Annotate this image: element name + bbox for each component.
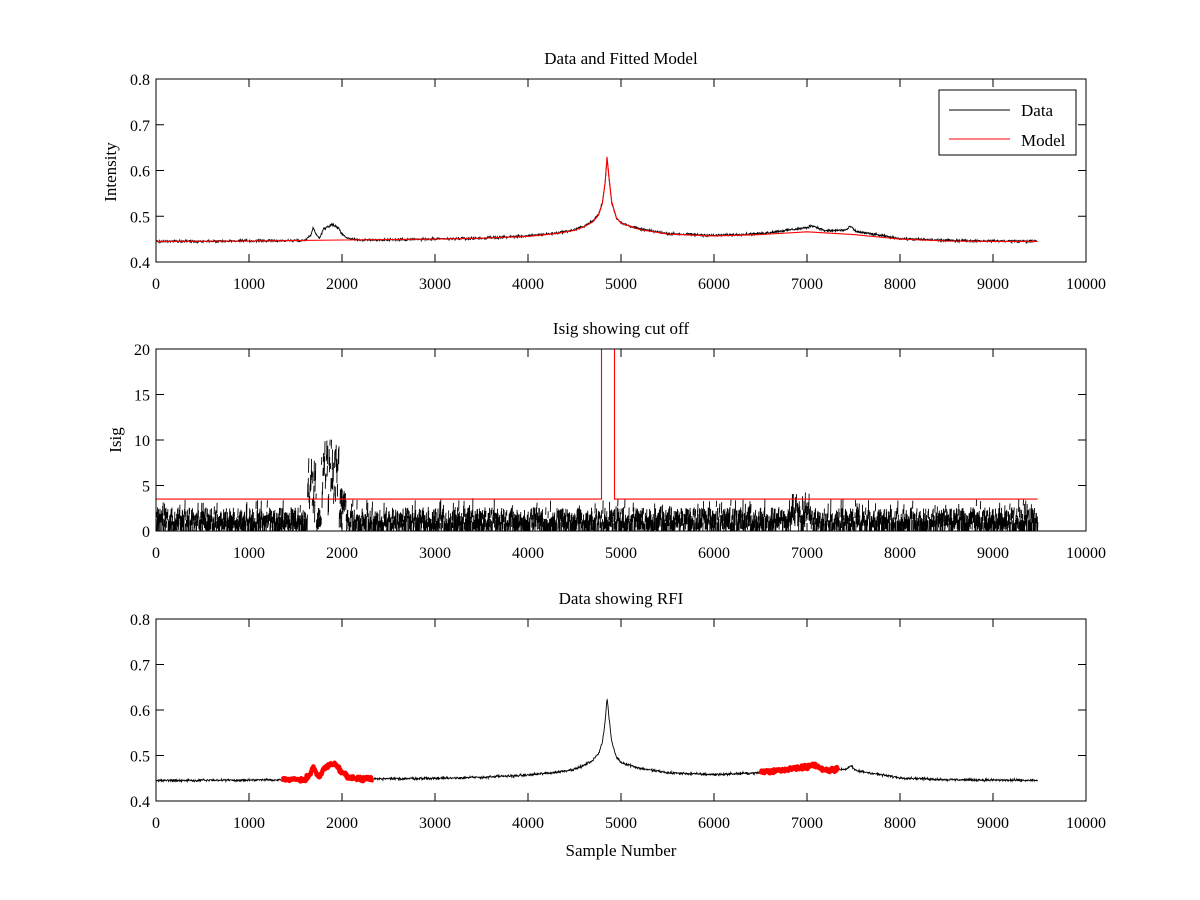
panel-3-xlabel: Sample Number <box>566 841 677 860</box>
panel-1-plot: 0 1000 2000 3000 4000 5000 6000 7000 8000 9000 100… <box>130 72 1106 293</box>
x-tick-label: 7000 <box>791 815 823 832</box>
plot-area <box>156 698 1038 784</box>
y-tick-label: 10 <box>134 433 150 450</box>
y-tick-label: 0.5 <box>130 749 150 766</box>
x-tick-label: 2000 <box>326 545 358 562</box>
x-tick-label: 10000 <box>1066 545 1106 562</box>
x-tick-label: 8000 <box>884 276 916 293</box>
x-tick-label: 2000 <box>326 815 358 832</box>
y-tick-label: 0.6 <box>130 164 150 181</box>
panel-isig-showing-cut-off: Isig showing cut off Isig 0 1000 2000 3000 4… <box>106 319 1106 562</box>
plot-area <box>156 156 1038 245</box>
series-rfi-region-2 <box>758 761 841 776</box>
x-tick-label: 0 <box>152 545 160 562</box>
y-tick-label: 0.5 <box>130 209 150 226</box>
legend: Data Model <box>938 89 1077 156</box>
panel-2-ylabel: Isig <box>106 427 125 453</box>
panel-3-title: Data showing RFI <box>559 589 684 608</box>
x-tick-label: 7000 <box>791 545 823 562</box>
x-tick-label: 9000 <box>977 545 1009 562</box>
series-rfi-region-1 <box>279 760 375 784</box>
x-tick-label: 7000 <box>791 276 823 293</box>
legend-label-model: Model <box>1021 131 1066 150</box>
x-tick-label: 6000 <box>698 545 730 562</box>
y-tick-label: 0.4 <box>130 255 150 272</box>
y-tick-label: 0.8 <box>130 72 150 89</box>
x-tick-label: 3000 <box>419 815 451 832</box>
x-tick-label: 9000 <box>977 815 1009 832</box>
x-tick-label: 6000 <box>698 276 730 293</box>
x-tick-label: 8000 <box>884 545 916 562</box>
y-tick-label: 0.6 <box>130 703 150 720</box>
y-tick-label: 0 <box>142 524 150 541</box>
panel-3-plot: 0 1000 2000 3000 4000 5000 6000 7000 8000 9000 100… <box>130 612 1106 832</box>
x-tick-label: 10000 <box>1066 815 1106 832</box>
panel-data-showing-rfi: Data showing RFI Sample Number 0 1000 2000… <box>130 589 1106 860</box>
panel-data-and-fitted-model: Data and Fitted Model Intensity 0 1000 200… <box>101 49 1106 293</box>
legend-box <box>938 89 1077 156</box>
x-tick-label: 6000 <box>698 815 730 832</box>
panel-1-title: Data and Fitted Model <box>544 49 698 68</box>
x-tick-label: 4000 <box>512 545 544 562</box>
y-tick-label: 0.4 <box>130 794 150 811</box>
x-tick-label: 5000 <box>605 545 637 562</box>
y-tick-label: 0.8 <box>130 612 150 629</box>
series-model-line <box>156 156 1038 242</box>
panel-1-ylabel: Intensity <box>101 142 120 202</box>
legend-label-data: Data <box>1021 101 1054 120</box>
x-tick-label: 1000 <box>233 545 265 562</box>
plot-area <box>156 349 1039 531</box>
x-tick-label: 3000 <box>419 545 451 562</box>
panel-2-plot: 0 1000 2000 3000 4000 5000 6000 7000 8000 9000 100… <box>134 342 1106 562</box>
x-tick-label: 4000 <box>512 276 544 293</box>
y-tick-label: 0.7 <box>130 658 150 675</box>
panel-2-title: Isig showing cut off <box>553 319 689 338</box>
x-tick-label: 3000 <box>419 276 451 293</box>
x-tick-label: 0 <box>152 815 160 832</box>
x-tick-label: 5000 <box>605 276 637 293</box>
x-tick-label: 1000 <box>233 276 265 293</box>
x-tick-label: 5000 <box>605 815 637 832</box>
x-tick-label: 10000 <box>1066 276 1106 293</box>
x-tick-label: 4000 <box>512 815 544 832</box>
x-tick-label: 9000 <box>977 276 1009 293</box>
x-tick-label: 0 <box>152 276 160 293</box>
x-tick-label: 1000 <box>233 815 265 832</box>
y-tick-label: 5 <box>142 479 150 496</box>
series-cut-off-line <box>156 349 1038 500</box>
y-tick-label: 0.7 <box>130 118 150 135</box>
y-tick-label: 15 <box>134 388 150 405</box>
y-tick-label: 20 <box>134 342 150 359</box>
x-tick-label: 2000 <box>326 276 358 293</box>
x-tick-label: 8000 <box>884 815 916 832</box>
